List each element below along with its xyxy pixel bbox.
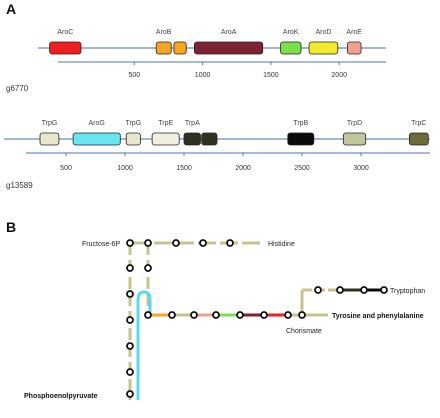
gene-label-trpg: TrpG xyxy=(42,120,58,127)
panel-a-letter: A xyxy=(6,1,16,17)
node-trunk-5 xyxy=(126,342,134,350)
gene-g13589-4 xyxy=(183,132,201,146)
node-histidine-1 xyxy=(144,239,152,247)
gene-g13589-2 xyxy=(125,132,141,146)
label-histidine: Histidine xyxy=(268,241,295,248)
tick-label: 500 xyxy=(60,165,72,172)
node-shikimate-2 xyxy=(168,311,176,319)
node-fructose xyxy=(126,239,134,247)
gene-g13589-6 xyxy=(287,132,315,146)
gene-g13589-1 xyxy=(72,132,121,146)
node-trunk-2 xyxy=(144,264,152,272)
gene-label-arob: AroB xyxy=(156,29,172,36)
node-pep xyxy=(126,390,134,398)
label-pep: Phosphoenolpyruvate xyxy=(24,393,98,400)
gene-g6770-0 xyxy=(49,41,82,55)
node-chorismate xyxy=(298,311,306,319)
node-histidine-4 xyxy=(226,239,234,247)
gene-label-trpa: TrpA xyxy=(185,120,200,127)
gene-g13589-0 xyxy=(39,132,60,146)
node-trunk-3 xyxy=(126,290,134,298)
tick-label: 1500 xyxy=(263,72,279,79)
gene-g6770-3 xyxy=(193,41,264,55)
gene-g13589-5 xyxy=(201,132,218,146)
contig-label-g6770: g6770 xyxy=(6,84,29,93)
label-chorismate: Chorismate xyxy=(286,328,322,335)
node-trp-2 xyxy=(336,286,344,294)
gene-label-arok: AroK xyxy=(283,29,299,36)
gene-label-trpe: TrpE xyxy=(158,120,173,127)
node-trp-3 xyxy=(360,286,368,294)
label-tyrosine: Tyrosine and phenylalanine xyxy=(332,313,424,320)
pep-connector xyxy=(136,290,152,400)
gene-g13589-8 xyxy=(408,132,429,146)
gene-g13589-7 xyxy=(342,132,367,146)
gene-g6770-2 xyxy=(173,41,187,55)
gene-g6770-4 xyxy=(280,41,302,55)
node-trp-4 xyxy=(380,286,388,294)
node-shikimate-5 xyxy=(236,311,244,319)
gene-label-arog: AroG xyxy=(89,120,105,127)
pathway-map: Fructose-6P Histidine Tryptophan Tyrosin… xyxy=(24,239,425,400)
label-fructose: Fructose-6P xyxy=(82,241,120,248)
gene-label-arod: AroD xyxy=(316,29,332,36)
gene-label-aroc: AroC xyxy=(57,29,73,36)
gene-label-trpd: TrpD xyxy=(347,120,362,127)
contig-label-g13589: g13589 xyxy=(6,181,33,190)
tick-label: 1000 xyxy=(195,72,211,79)
node-trunk-6 xyxy=(126,368,134,376)
node-histidine-2 xyxy=(172,239,180,247)
gene-g6770-5 xyxy=(308,41,339,55)
gene-g6770-1 xyxy=(155,41,172,55)
tick-label: 1000 xyxy=(117,165,133,172)
node-trp-1 xyxy=(314,286,322,294)
tick-label: 2000 xyxy=(331,72,347,79)
tick-label: 2500 xyxy=(294,165,310,172)
track-g6770: AroC AroB AroA AroK AroD AroE 500 1000 1500 2000… xyxy=(6,29,386,93)
gene-label-trpb: TrpB xyxy=(293,120,308,127)
tick-label: 1500 xyxy=(176,165,192,172)
node-shikimate-7 xyxy=(284,311,292,319)
gene-label-aroe: AroE xyxy=(346,29,362,36)
node-shikimate-1 xyxy=(144,311,152,319)
node-trunk-4 xyxy=(126,316,134,324)
tick-label: 3000 xyxy=(353,165,369,172)
panel-b-letter: B xyxy=(6,219,16,235)
node-histidine-3 xyxy=(199,239,207,247)
gene-label-trpg: TrpG xyxy=(125,120,141,127)
node-shikimate-3 xyxy=(190,311,198,319)
tick-label: 2000 xyxy=(235,165,251,172)
gene-g13589-3 xyxy=(151,132,180,146)
node-shikimate-4 xyxy=(212,311,220,319)
gene-label-aroa: AroA xyxy=(221,29,237,36)
gene-g6770-6 xyxy=(346,41,362,55)
node-shikimate-6 xyxy=(260,311,268,319)
gene-label-trpc: TrpC xyxy=(411,120,426,127)
node-trunk-1 xyxy=(126,264,134,272)
label-tryptophan: Tryptophan xyxy=(390,288,425,295)
tick-label: 500 xyxy=(128,72,140,79)
track-g13589: TrpG AroG TrpG TrpE TrpA TrpB TrpD TrpC 500 1000… xyxy=(4,120,430,190)
